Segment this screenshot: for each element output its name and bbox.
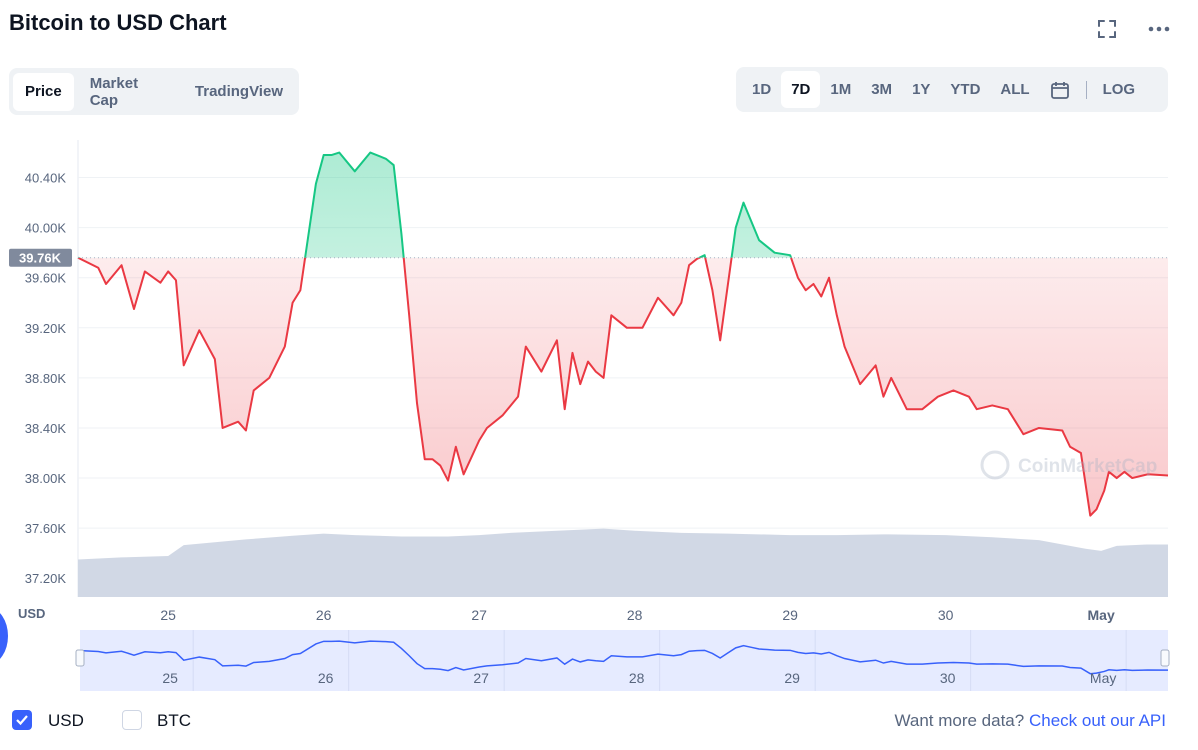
- price-fill-layer: [78, 152, 1168, 516]
- divider: [1085, 80, 1087, 99]
- usd-checkbox[interactable]: [12, 710, 32, 730]
- chart-type-tabs: Price Market Cap TradingView: [9, 68, 299, 115]
- price-chart: 39.76K 40.40K 40.00K 39.60K 39.20K 38.80K 38.…: [9, 140, 1170, 691]
- navigator-line: [77, 640, 1169, 675]
- chart-toolbar: [1096, 18, 1170, 40]
- x-tick-label: May: [1088, 607, 1115, 623]
- currency-axis-label: USD: [18, 606, 45, 621]
- y-tick-label: 39.60K: [25, 271, 67, 286]
- reference-label: 39.76K: [19, 251, 62, 266]
- volume-layer: [78, 528, 1168, 597]
- check-icon: [16, 715, 28, 726]
- volume-area: [78, 528, 1168, 597]
- tab-tradingview[interactable]: TradingView: [194, 83, 283, 100]
- range-7d[interactable]: 7D: [781, 71, 821, 108]
- floating-button[interactable]: [0, 608, 8, 664]
- more-icon[interactable]: [1148, 18, 1170, 40]
- x-tick-label: 28: [627, 607, 643, 623]
- price-area-up: [78, 152, 1168, 258]
- coinmarketcap-logo-icon: [980, 450, 1010, 480]
- navigator-handle-left[interactable]: [75, 649, 85, 667]
- navigator-tick-label: 30: [940, 670, 956, 686]
- y-tick-label: 40.40K: [25, 171, 67, 186]
- price-line-layer: [77, 151, 1169, 517]
- api-promo-text: Want more data?: [894, 711, 1025, 730]
- navigator: 25 26 27 28 29 30 May: [75, 630, 1170, 691]
- api-promo: Want more data? Check out our API: [894, 711, 1166, 731]
- usd-label: USD: [48, 711, 84, 730]
- y-tick-label: 39.20K: [25, 321, 67, 336]
- btc-checkbox[interactable]: [122, 710, 142, 730]
- y-tick-label: 38.40K: [25, 421, 67, 436]
- tab-price[interactable]: Price: [13, 72, 74, 111]
- navigator-window: [80, 630, 1168, 691]
- watermark: CoinMarketCap: [980, 450, 1157, 480]
- y-tick-label: 40.00K: [25, 221, 67, 236]
- x-tick-label: 26: [316, 607, 332, 623]
- price-line-down: [77, 257, 1169, 517]
- navigator-tick-label: 29: [784, 670, 800, 686]
- log-toggle[interactable]: LOG: [1102, 81, 1136, 98]
- calendar-icon[interactable]: [1040, 71, 1080, 108]
- range-all[interactable]: ALL: [1000, 81, 1030, 98]
- range-3m[interactable]: 3M: [871, 81, 893, 98]
- range-1d[interactable]: 1D: [752, 81, 772, 98]
- watermark-text: CoinMarketCap: [1018, 456, 1157, 477]
- y-tick-label: 37.20K: [25, 571, 67, 586]
- navigator-tick-label: May: [1090, 670, 1116, 686]
- reference-badge: [9, 248, 72, 267]
- range-ytd[interactable]: YTD: [950, 81, 981, 98]
- y-tick-label: 37.60K: [25, 521, 67, 536]
- x-tick-label: 29: [782, 607, 798, 623]
- tab-market-cap[interactable]: Market Cap: [89, 74, 139, 109]
- navigator-tick-label: 27: [473, 670, 489, 686]
- footer: USD BTC Want more data? Check out our AP…: [0, 704, 1198, 738]
- navigator-tick-label: 28: [629, 670, 645, 686]
- x-tick-label: 27: [471, 607, 487, 623]
- navigator-tick-label: 25: [162, 670, 178, 686]
- api-link[interactable]: Check out our API: [1028, 711, 1166, 730]
- x-tick-label: 25: [160, 607, 176, 623]
- fullscreen-icon[interactable]: [1096, 18, 1118, 40]
- range-1m[interactable]: 1M: [830, 81, 852, 98]
- btc-label: BTC: [157, 711, 191, 730]
- price-area-down: [78, 257, 1168, 516]
- time-range-selector: 1D 7D 1M 3M 1Y YTD ALL LOG: [736, 67, 1168, 112]
- navigator-handle-right[interactable]: [1160, 649, 1170, 667]
- page-title: Bitcoin to USD Chart: [9, 10, 227, 35]
- axis-layer: 40.40K 40.00K 39.60K 39.20K 38.80K 38.40K 38.0…: [18, 171, 1115, 623]
- range-1y[interactable]: 1Y: [912, 81, 931, 98]
- y-tick-label: 38.80K: [25, 371, 67, 386]
- reference-line-layer: 39.76K: [9, 248, 1168, 267]
- y-tick-label: 38.00K: [25, 471, 67, 486]
- navigator-tick-label: 26: [318, 670, 334, 686]
- x-tick-label: 30: [938, 607, 954, 623]
